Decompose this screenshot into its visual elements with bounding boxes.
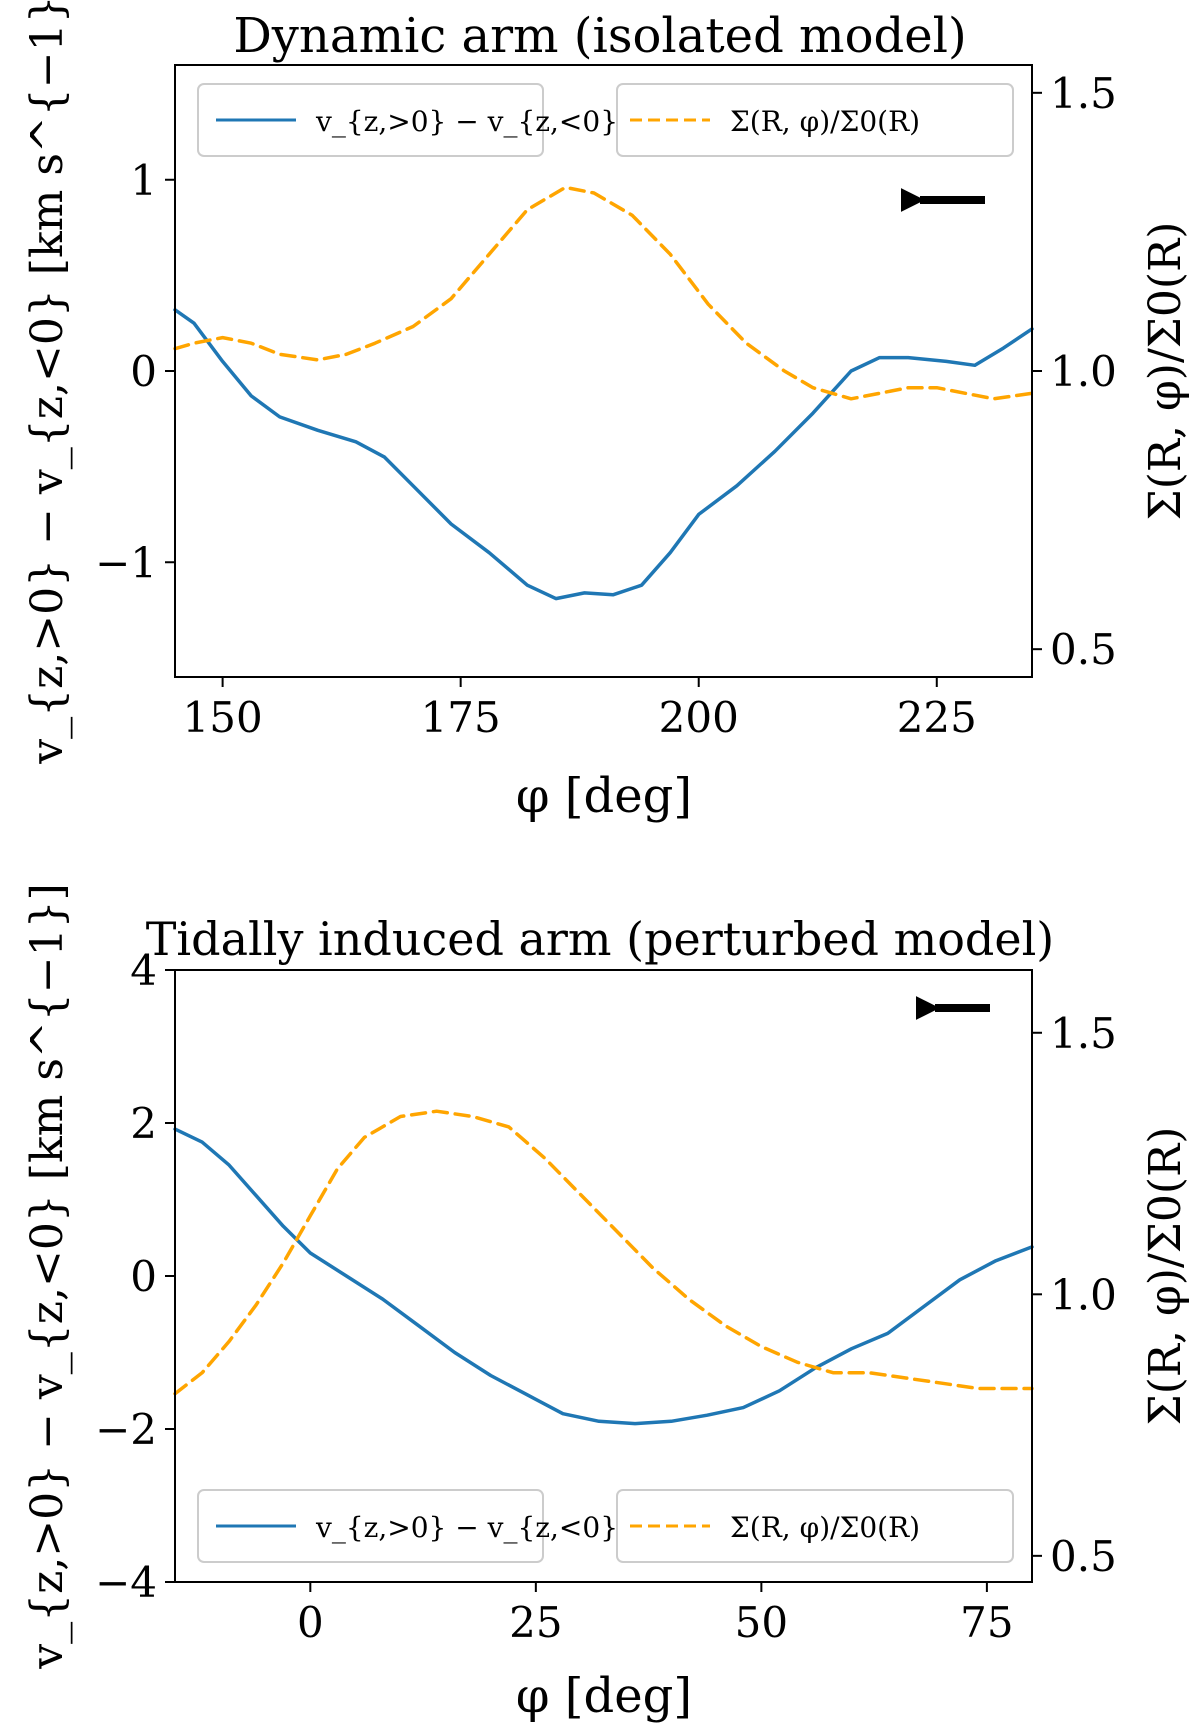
legend-box [197,83,544,157]
y-tick-label: −1 [95,538,157,587]
legend-box [616,1489,1014,1563]
panel-bottom: Tidally induced arm (perturbed model) 0 2… [22,883,1191,1724]
panel-top-series [173,185,1034,601]
panel-bottom-y-axis-label: v_{z,>0} − v_{z,<0} [km s^{−1}] [22,883,73,1670]
panel-bottom-legend-right: Σ(R, φ)/Σ0(R) [616,1489,1014,1563]
legend-label-density: Σ(R, φ)/Σ0(R) [730,105,920,138]
x-tick-label: 175 [421,693,501,742]
x-tick-label: 0 [297,1598,324,1647]
panel-bottom-legend-left: v_{z,>0} − v_{z,<0} [197,1489,618,1563]
panel-bottom-right-ticks: 0.5 1.0 1.5 [1032,1009,1117,1581]
y-tick-label: 0 [130,1252,157,1301]
panel-bottom-x-axis-label: φ [deg] [516,1668,692,1724]
right-tick-label: 1.0 [1050,347,1117,396]
y-tick-label: 1 [130,156,157,205]
panel-top-x-ticks: 150 175 200 225 [183,677,977,742]
legend-label-density: Σ(R, φ)/Σ0(R) [730,1511,920,1544]
x-tick-label: 75 [960,1598,1013,1647]
panel-bottom-x-ticks: 0 25 50 75 [297,1582,1014,1647]
x-tick-label: 150 [183,693,263,742]
panel-bottom-series [173,1109,1034,1426]
y-tick-label: 4 [130,946,157,995]
density-ratio-line [173,185,1034,401]
density-ratio-line [173,1109,1034,1396]
panel-bottom-y-ticks: −4 −2 0 2 4 [95,946,175,1607]
right-tick-label: 1.5 [1050,69,1117,118]
right-tick-label: 0.5 [1050,1532,1117,1581]
right-tick-label: 1.5 [1050,1009,1117,1058]
panel-top-right-ticks: 0.5 1.0 1.5 [1032,69,1117,674]
y-tick-label: −4 [95,1558,157,1607]
x-tick-label: 25 [509,1598,562,1647]
right-tick-label: 0.5 [1050,625,1117,674]
panel-bottom-title: Tidally induced arm (perturbed model) [146,912,1055,966]
x-tick-label: 50 [735,1598,788,1647]
legend-label-velocity: v_{z,>0} − v_{z,<0} [315,105,618,138]
legend-box [197,1489,544,1563]
panel-top-right-axis-label: Σ(R, φ)/Σ0(R) [1140,222,1191,521]
legend-label-velocity: v_{z,>0} − v_{z,<0} [315,1511,618,1544]
y-tick-label: −2 [95,1405,157,1454]
x-tick-label: 200 [659,693,739,742]
x-tick-label: 225 [897,693,977,742]
velocity-difference-line [173,1127,1034,1426]
panel-top-title: Dynamic arm (isolated model) [233,8,966,64]
panel-top-y-axis-label: v_{z,>0} − v_{z,<0} [km s^{−1}] [22,0,73,765]
velocity-difference-line [173,308,1034,601]
panel-bottom-right-axis-label: Σ(R, φ)/Σ0(R) [1140,1127,1191,1426]
panel-top-x-axis-label: φ [deg] [516,768,692,824]
y-tick-label: 0 [130,347,157,396]
panel-top: Dynamic arm (isolated model) 150 175 200 22… [22,0,1191,824]
panel-top-y-ticks: −1 0 1 [95,156,175,587]
right-tick-label: 1.0 [1050,1270,1117,1319]
panel-top-legend-right: Σ(R, φ)/Σ0(R) [616,83,1014,157]
legend-box [616,83,1014,157]
panel-top-legend-left: v_{z,>0} − v_{z,<0} [197,83,618,157]
y-tick-label: 2 [130,1099,157,1148]
